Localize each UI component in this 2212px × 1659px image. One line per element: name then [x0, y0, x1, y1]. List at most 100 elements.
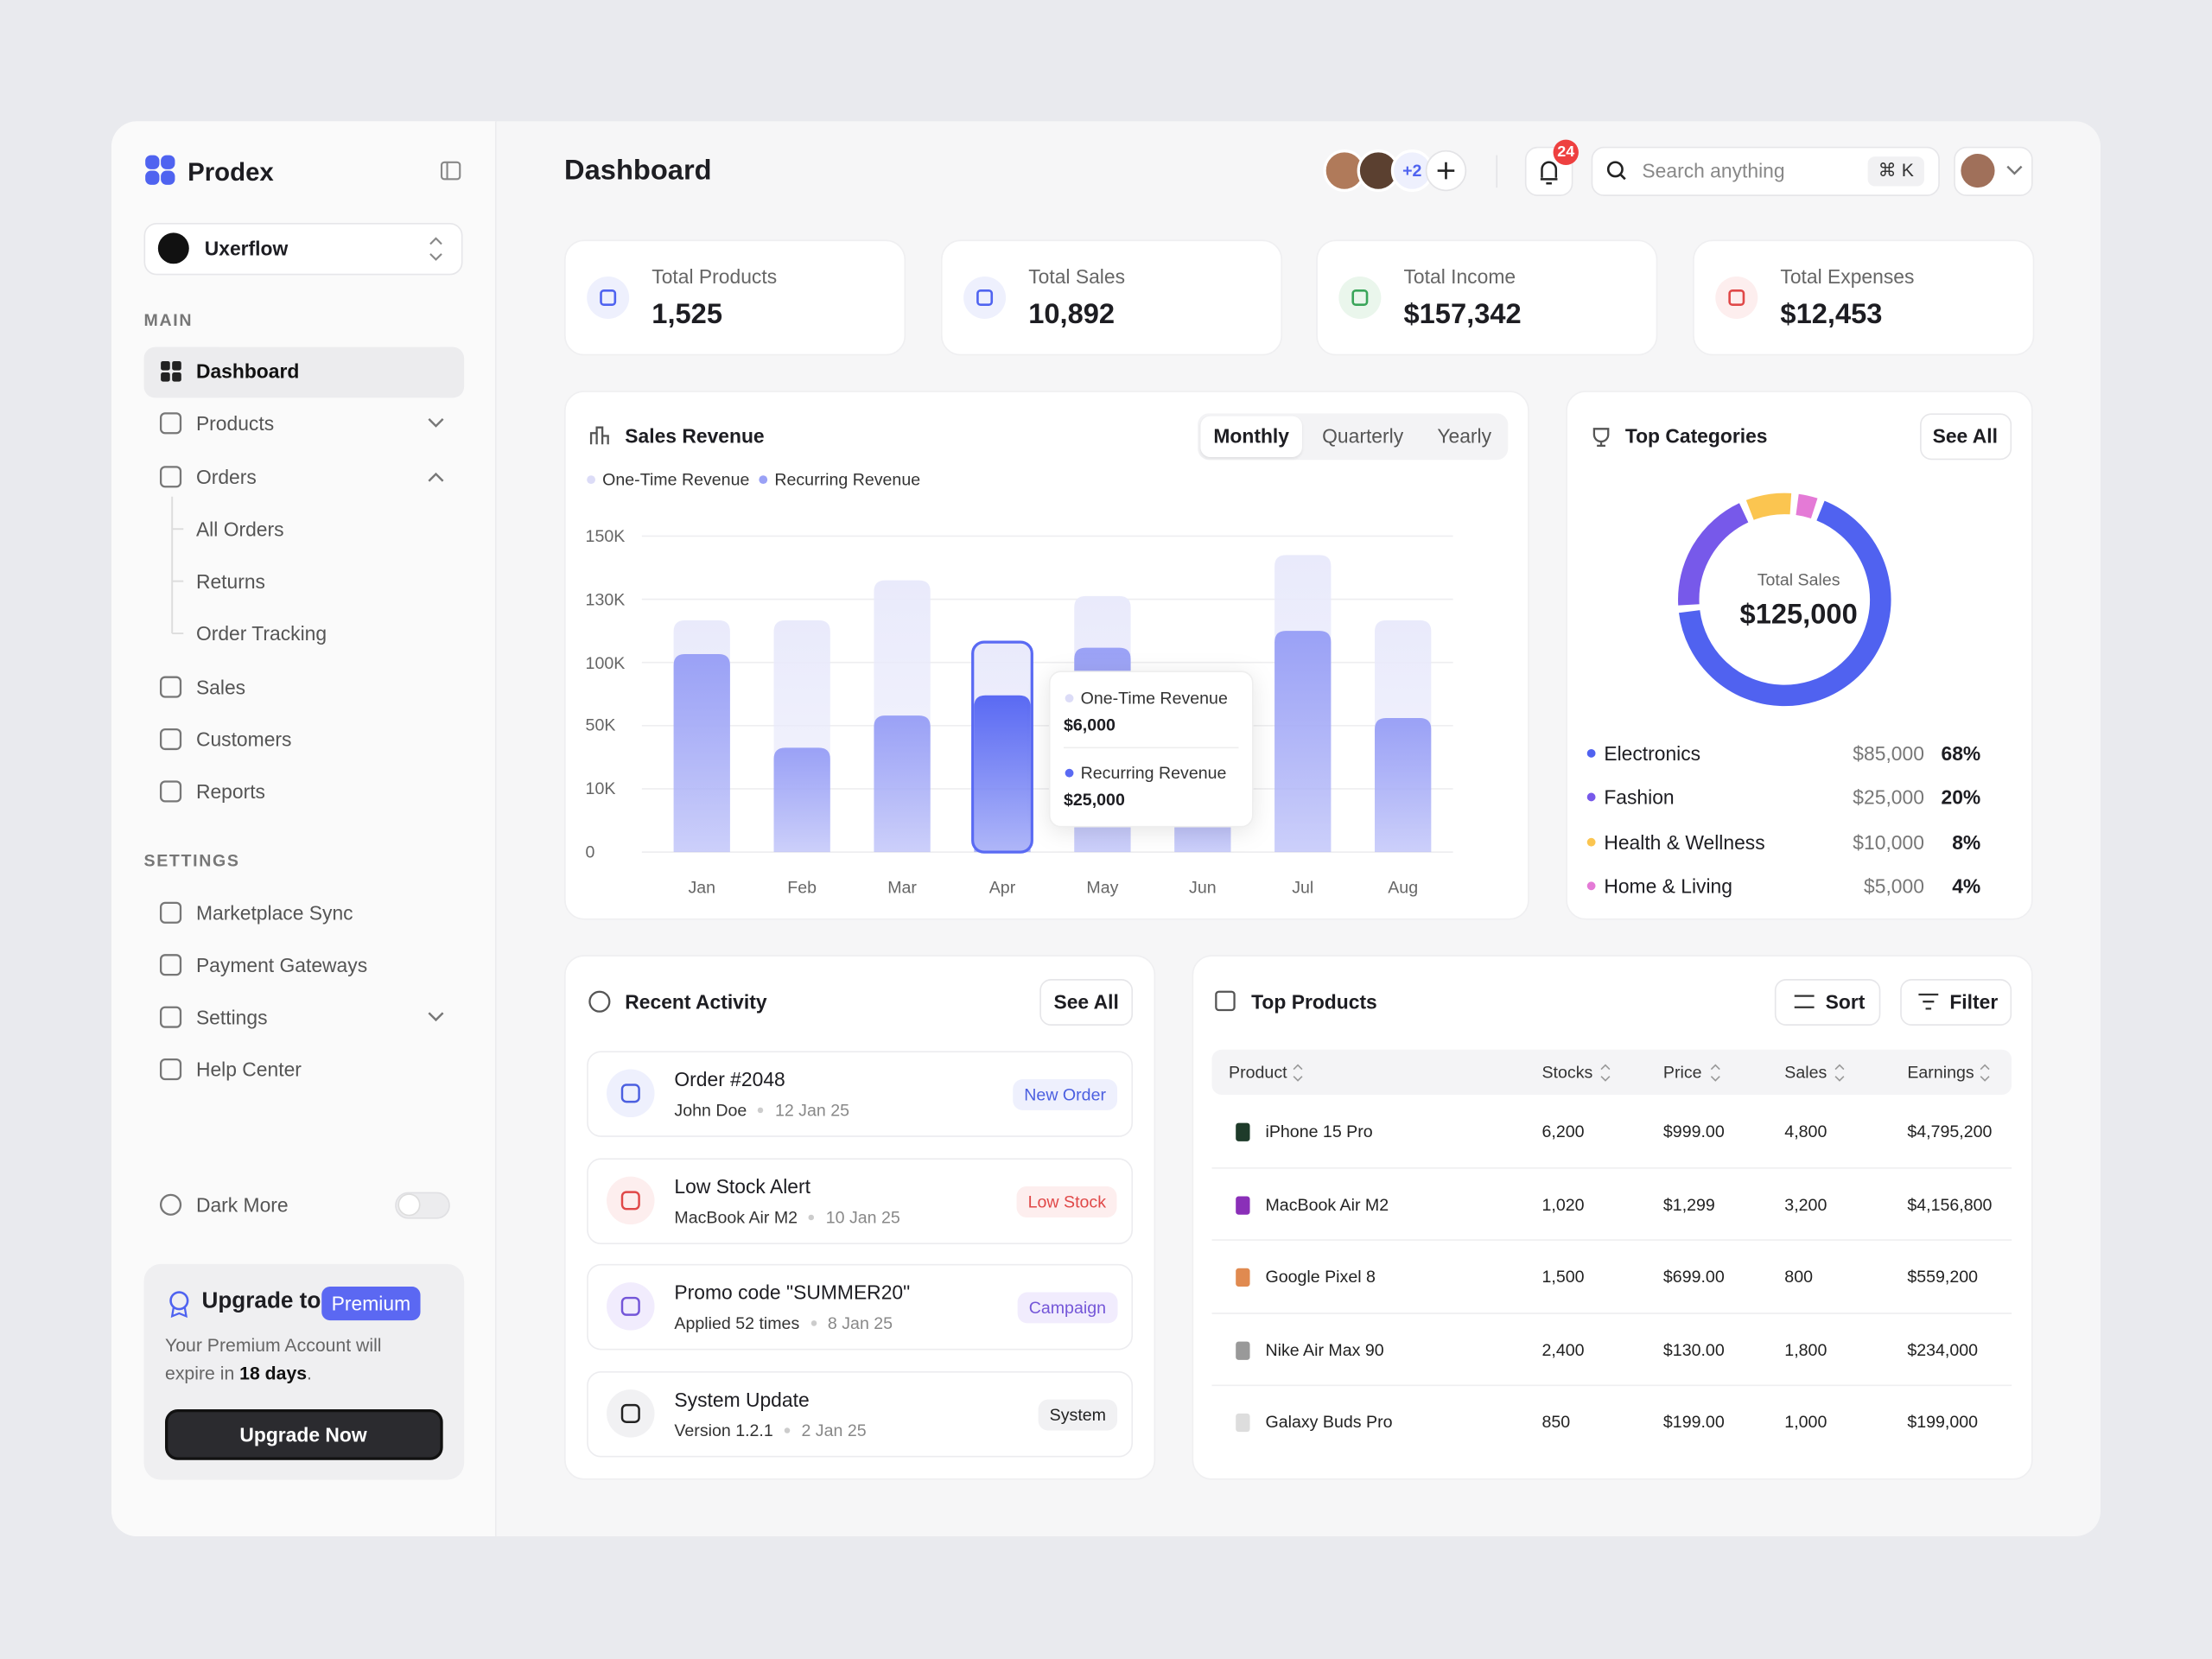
y-tick-label: 150K — [585, 525, 626, 546]
icon — [159, 780, 182, 803]
activity-title: Promo code "SUMMER20" — [674, 1281, 911, 1304]
stat-icon-background — [1715, 276, 1758, 319]
chart-icon — [589, 426, 609, 445]
y-tick-label: 130K — [585, 589, 626, 609]
nav-item[interactable]: Products — [195, 411, 275, 435]
nav-subitem[interactable]: Order Tracking — [195, 622, 327, 645]
table-cell: 1,800 — [1784, 1340, 1827, 1360]
category-percent: 68% — [1941, 741, 1981, 765]
nav-subitem[interactable]: All Orders — [195, 518, 284, 541]
moon-icon — [159, 1193, 182, 1216]
chevron-icon — [428, 1012, 444, 1022]
see-all-label[interactable]: See All — [1053, 990, 1119, 1014]
upgrade-icon — [169, 1291, 189, 1311]
dark-mode-label: Dark More — [195, 1193, 289, 1217]
upgrade-button[interactable] — [165, 1409, 443, 1460]
x-tick-label: Aug — [1388, 877, 1419, 898]
legend-dot — [1586, 748, 1596, 758]
stat-icon — [976, 289, 994, 306]
workspace-name: Uxerflow — [204, 237, 289, 260]
sort-arrows — [1834, 1064, 1845, 1082]
nav-subitem[interactable]: Returns — [195, 569, 265, 593]
collapse-icon — [440, 161, 461, 181]
box-icon — [1215, 990, 1236, 1012]
nav-item[interactable]: Orders — [195, 465, 257, 488]
x-tick-label: Jan — [688, 877, 716, 898]
donut-segment — [1678, 503, 1749, 606]
table-cell: $4,795,200 — [1907, 1121, 1993, 1141]
activity-icon-background — [607, 1282, 655, 1331]
nav-item[interactable]: Reports — [195, 779, 265, 803]
period-tab[interactable]: Yearly — [1437, 424, 1492, 448]
x-tick-label: Feb — [787, 877, 817, 898]
period-tab[interactable]: Quarterly — [1322, 424, 1404, 448]
column-header[interactable]: Stocks — [1541, 1062, 1593, 1083]
table-cell: 3,200 — [1784, 1194, 1827, 1215]
chevron-icon — [2006, 165, 2023, 175]
table-cell: $130.00 — [1662, 1340, 1725, 1360]
sort-arrows — [1293, 1064, 1303, 1082]
stat-value: 1,525 — [652, 299, 723, 331]
table-cell: 850 — [1541, 1412, 1571, 1433]
history-icon — [588, 990, 611, 1013]
nav-item[interactable]: Settings — [195, 1006, 268, 1029]
category-name: Electronics — [1604, 741, 1701, 765]
top-products-card — [1192, 955, 2033, 1480]
filter-label[interactable]: Filter — [1949, 990, 1999, 1014]
see-all-button[interactable] — [1039, 979, 1134, 1026]
product-thumbnail — [1236, 1122, 1250, 1141]
notification-badge — [1553, 139, 1579, 166]
table-cell: 2,400 — [1541, 1340, 1585, 1360]
x-tick-label: May — [1086, 877, 1119, 898]
stat-icon — [1728, 289, 1745, 306]
workspace-logo — [157, 232, 189, 264]
nav-item[interactable]: Sales — [195, 676, 246, 699]
tooltip-label: One-Time Revenue — [1080, 688, 1228, 709]
table-cell: $559,200 — [1907, 1267, 1979, 1287]
nav-item[interactable]: Payment Gateways — [195, 953, 368, 976]
product-name: Google Pixel 8 — [1265, 1267, 1376, 1287]
column-header[interactable]: Sales — [1784, 1062, 1827, 1083]
donut-segment — [1745, 493, 1792, 520]
table-cell: $4,156,800 — [1907, 1194, 1993, 1215]
bar — [1274, 631, 1332, 853]
activity-meta: John Doe 12 Jan 25 — [674, 1096, 849, 1125]
sort-arrows — [1710, 1064, 1720, 1082]
activity-icon — [620, 1296, 640, 1316]
sort-label[interactable]: Sort — [1825, 990, 1866, 1014]
table-cell: $199,000 — [1907, 1412, 1979, 1433]
see-all-label[interactable]: See All — [1932, 424, 1998, 448]
activity-icon — [620, 1403, 640, 1423]
chevron-icon — [428, 472, 444, 482]
upgrade-button-label[interactable]: Upgrade Now — [239, 1423, 367, 1446]
stat-label: Total Sales — [1028, 264, 1126, 289]
period-tab[interactable]: Monthly — [1213, 424, 1289, 448]
workspace-select[interactable] — [143, 222, 463, 276]
nav-item[interactable]: Customers — [195, 728, 292, 751]
filter-button[interactable] — [1900, 979, 2012, 1026]
tooltip-value: $25,000 — [1064, 790, 1125, 810]
column-header[interactable]: Earnings — [1907, 1062, 1974, 1083]
sort-button[interactable] — [1774, 979, 1881, 1026]
column-header[interactable]: Product — [1229, 1062, 1287, 1083]
activity-tag: New Order — [1013, 1078, 1118, 1110]
product-thumbnail — [1236, 1341, 1250, 1360]
nav-item[interactable]: Dashboard — [195, 359, 300, 383]
see-all-button[interactable] — [1920, 413, 2012, 461]
table-cell: 800 — [1784, 1267, 1814, 1287]
column-header[interactable]: Price — [1662, 1062, 1702, 1083]
bell-icon — [1540, 161, 1558, 185]
donut-center-value: $125,000 — [1739, 599, 1858, 631]
activity-tag: Campaign — [1017, 1292, 1118, 1324]
x-tick-label: Apr — [988, 877, 1016, 898]
nav-item[interactable]: Marketplace Sync — [195, 901, 353, 925]
stat-label: Total Expenses — [1780, 264, 1915, 289]
table-cell: $999.00 — [1662, 1121, 1725, 1141]
icon — [159, 901, 182, 924]
category-percent: 20% — [1941, 785, 1981, 809]
product-name: Galaxy Buds Pro — [1265, 1412, 1393, 1433]
nav-item[interactable]: Help Center — [195, 1058, 302, 1081]
table-cell: 1,020 — [1541, 1194, 1585, 1215]
tooltip — [1048, 671, 1254, 828]
